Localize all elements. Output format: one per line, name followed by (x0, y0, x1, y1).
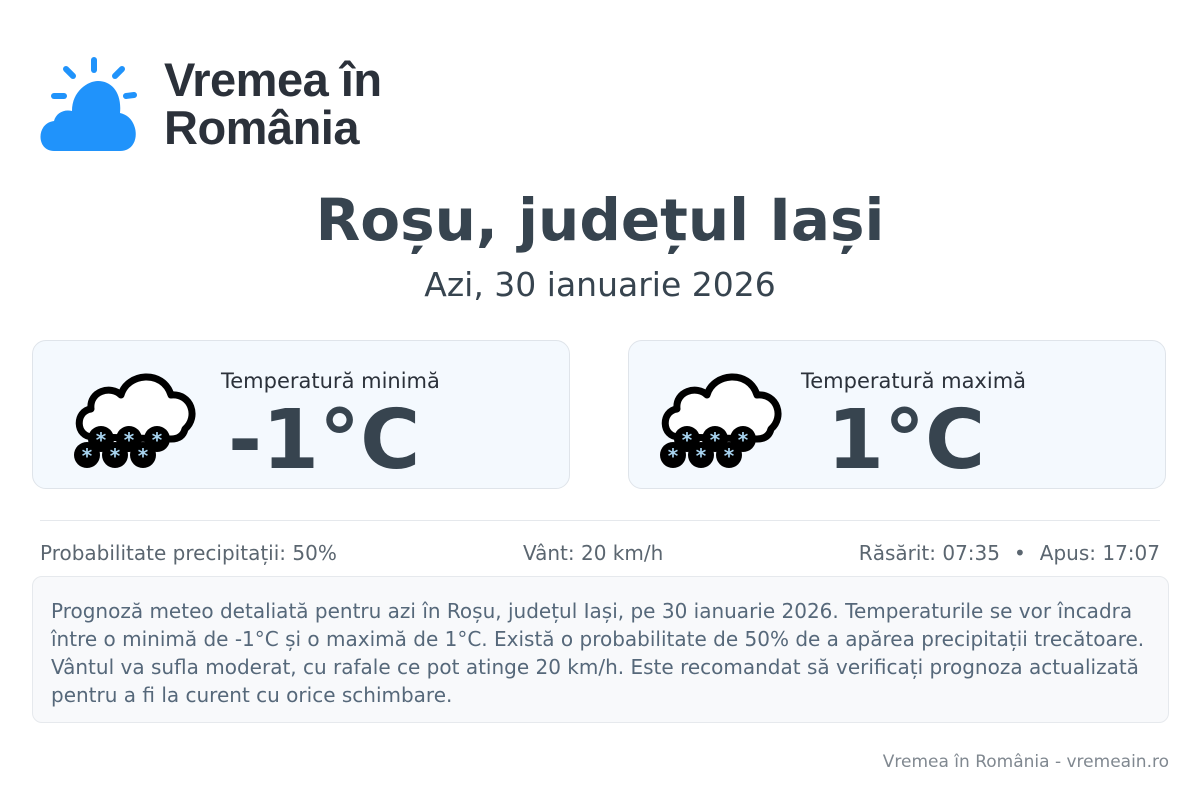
footer-credit[interactable]: Vremea în România - vremeain.ro (882, 752, 1169, 772)
max-temp-card: Temperatură maximă 1°C (628, 340, 1166, 489)
max-temp-label: Temperatură maximă (801, 369, 1027, 393)
brand-logo[interactable]: Vremea în România (36, 55, 382, 153)
snow-cloud-icon (657, 359, 787, 471)
min-temp-card: Temperatură minimă -1°C (32, 340, 570, 489)
min-temp-label: Temperatură minimă (221, 369, 440, 393)
divider (40, 520, 1160, 521)
brand-line2: România (164, 101, 359, 154)
forecast-date: Azi, 30 ianuarie 2026 (424, 265, 776, 304)
sunset-stat: Apus: 17:07 (1039, 541, 1160, 565)
sunrise-stat: Răsărit: 07:35 (858, 541, 1000, 565)
wind-stat: Vânt: 20 km/h (523, 541, 664, 565)
sun-times: Răsărit: 07:35 • Apus: 17:07 (859, 541, 1160, 565)
precipitation-stat: Probabilitate precipitații: 50% (40, 541, 337, 565)
page-title: Roșu, județul Iași (315, 186, 885, 254)
forecast-description: Prognoză meteo detaliată pentru azi în R… (32, 576, 1169, 723)
min-temp-value: -1°C (228, 393, 421, 488)
snow-cloud-icon (71, 359, 201, 471)
brand-line1: Vremea în (164, 53, 382, 106)
max-temp-value: 1°C (827, 393, 986, 488)
separator: • (1013, 541, 1026, 565)
sun-cloud-icon (40, 57, 137, 151)
